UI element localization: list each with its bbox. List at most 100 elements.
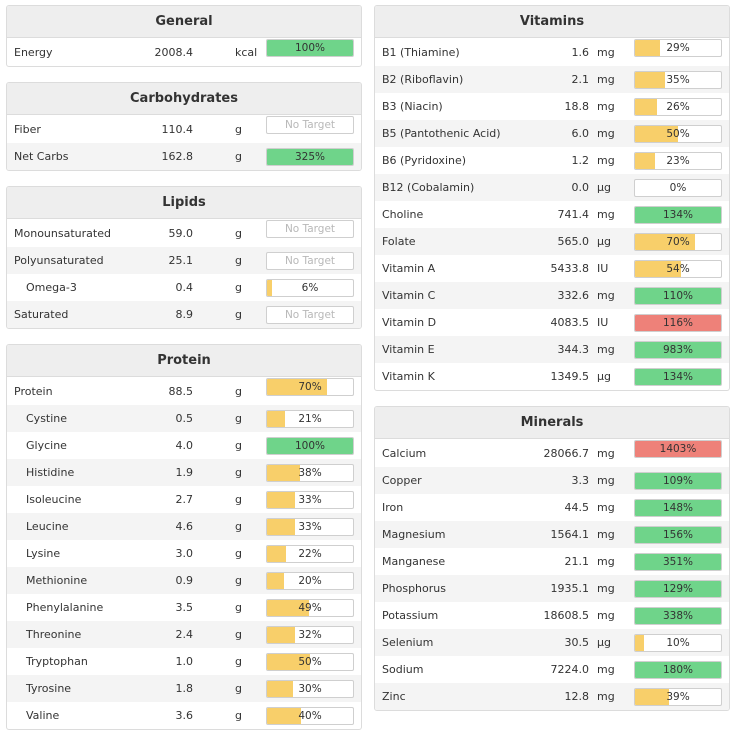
nutrient-unit: mg	[597, 555, 615, 568]
nutrient-row[interactable]: Threonine 2.4 g 32%	[7, 621, 361, 648]
target-percent: 30%	[298, 683, 322, 695]
nutrient-unit: g	[235, 227, 242, 240]
nutrient-row[interactable]: Potassium 18608.5 mg 338%	[375, 602, 729, 629]
target-progress-bar: No Target	[266, 306, 354, 324]
nutrient-row[interactable]: Vitamin D 4083.5 IU 116%	[375, 309, 729, 336]
nutrient-row[interactable]: Omega-3 0.4 g 6%	[7, 274, 361, 301]
progress-fill	[267, 379, 328, 395]
nutrient-row[interactable]: B12 (Cobalamin) 0.0 µg 0%	[375, 174, 729, 201]
nutrient-row[interactable]: Selenium 30.5 µg 10%	[375, 629, 729, 656]
nutrient-row[interactable]: Cystine 0.5 g 21%	[7, 405, 361, 432]
nutrient-name: Folate	[382, 235, 416, 248]
nutrient-row[interactable]: Monounsaturated 59.0 g No Target	[7, 219, 361, 247]
nutrient-row[interactable]: Saturated 8.9 g No Target	[7, 301, 361, 328]
nutrient-row[interactable]: Manganese 21.1 mg 351%	[375, 548, 729, 575]
target-percent: 156%	[662, 529, 694, 541]
nutrient-row[interactable]: Folate 565.0 µg 70%	[375, 228, 729, 255]
target-percent: 1403%	[659, 443, 697, 455]
nutrient-name: B2 (Riboflavin)	[382, 73, 464, 86]
nutrient-amount: 110.4	[161, 123, 194, 136]
nutrient-unit: g	[235, 123, 242, 136]
nutrient-row[interactable]: Fiber 110.4 g No Target	[7, 115, 361, 143]
nutrient-row[interactable]: Vitamin E 344.3 mg 983%	[375, 336, 729, 363]
target-progress-bar: 29%	[634, 39, 722, 57]
nutrient-row[interactable]: Protein 88.5 g 70%	[7, 377, 361, 405]
nutrient-amount: 25.1	[168, 254, 194, 267]
progress-fill	[635, 635, 644, 651]
nutrient-row[interactable]: Calcium 28066.7 mg 1403%	[375, 439, 729, 467]
nutrient-row[interactable]: Vitamin C 332.6 mg 110%	[375, 282, 729, 309]
nutrient-row[interactable]: B1 (Thiamine) 1.6 mg 29%	[375, 38, 729, 66]
nutrient-unit: g	[235, 385, 242, 398]
nutrient-row[interactable]: Tyrosine 1.8 g 30%	[7, 675, 361, 702]
nutrient-unit: g	[235, 150, 242, 163]
nutrient-unit: g	[235, 709, 242, 722]
nutrient-row[interactable]: Methionine 0.9 g 20%	[7, 567, 361, 594]
nutrient-unit: mg	[597, 447, 615, 460]
nutrient-amount: 1.2	[571, 154, 590, 167]
target-progress-bar: 109%	[634, 472, 722, 490]
nutrient-amount: 4.6	[175, 520, 194, 533]
nutrient-name: B1 (Thiamine)	[382, 46, 460, 59]
nutrient-row[interactable]: Valine 3.6 g 40%	[7, 702, 361, 729]
nutrient-name: Tryptophan	[26, 655, 88, 668]
nutrient-unit: µg	[597, 235, 611, 248]
nutrient-name: Iron	[382, 501, 404, 514]
target-percent: 100%	[294, 42, 326, 54]
nutrient-name: Selenium	[382, 636, 434, 649]
nutrient-unit: µg	[597, 636, 611, 649]
nutrient-name: Vitamin K	[382, 370, 435, 383]
vitamins-rows: B1 (Thiamine) 1.6 mg 29% B2 (Riboflavin) 2.1 m…	[375, 38, 729, 390]
nutrient-row[interactable]: Vitamin K 1349.5 µg 134%	[375, 363, 729, 390]
nutrient-row[interactable]: Phenylalanine 3.5 g 49%	[7, 594, 361, 621]
nutrient-row[interactable]: B6 (Pyridoxine) 1.2 mg 23%	[375, 147, 729, 174]
nutrient-row[interactable]: Energy 2008.4 kcal 100%	[7, 38, 361, 66]
nutrient-row[interactable]: Copper 3.3 mg 109%	[375, 467, 729, 494]
nutrient-row[interactable]: Polyunsaturated 25.1 g No Target	[7, 247, 361, 274]
target-progress-bar: 129%	[634, 580, 722, 598]
nutrient-row[interactable]: Vitamin A 5433.8 IU 54%	[375, 255, 729, 282]
progress-fill	[267, 546, 286, 562]
nutrient-row[interactable]: Tryptophan 1.0 g 50%	[7, 648, 361, 675]
nutrient-amount: 741.4	[557, 208, 590, 221]
nutrient-name: B12 (Cobalamin)	[382, 181, 475, 194]
nutrient-row[interactable]: Iron 44.5 mg 148%	[375, 494, 729, 521]
nutrient-name: Monounsaturated	[14, 227, 111, 240]
target-percent: 20%	[298, 575, 322, 587]
nutrient-row[interactable]: Choline 741.4 mg 134%	[375, 201, 729, 228]
nutrient-row[interactable]: Zinc 12.8 mg 39%	[375, 683, 729, 710]
target-progress-bar: 49%	[266, 599, 354, 617]
nutrient-row[interactable]: Leucine 4.6 g 33%	[7, 513, 361, 540]
target-progress-bar: 22%	[266, 545, 354, 563]
target-progress-bar: 50%	[634, 125, 722, 143]
nutrient-unit: g	[235, 308, 242, 321]
lipids-title: Lipids	[7, 187, 361, 219]
progress-fill	[635, 234, 696, 250]
target-percent: 983%	[662, 344, 694, 356]
nutrient-row[interactable]: B5 (Pantothenic Acid) 6.0 mg 50%	[375, 120, 729, 147]
progress-fill	[635, 288, 721, 304]
target-progress-bar: No Target	[266, 220, 354, 238]
nutrient-unit: mg	[597, 663, 615, 676]
nutrient-unit: g	[235, 254, 242, 267]
nutrient-row[interactable]: Phosphorus 1935.1 mg 129%	[375, 575, 729, 602]
nutrient-row[interactable]: Isoleucine 2.7 g 33%	[7, 486, 361, 513]
target-percent: 70%	[298, 381, 322, 393]
nutrient-row[interactable]: Lysine 3.0 g 22%	[7, 540, 361, 567]
target-progress-bar: 1403%	[634, 440, 722, 458]
progress-fill	[267, 600, 310, 616]
nutrient-row[interactable]: Sodium 7224.0 mg 180%	[375, 656, 729, 683]
nutrient-row[interactable]: Glycine 4.0 g 100%	[7, 432, 361, 459]
target-progress-bar: 6%	[266, 279, 354, 297]
nutrient-row[interactable]: Net Carbs 162.8 g 325%	[7, 143, 361, 170]
nutrient-row[interactable]: Histidine 1.9 g 38%	[7, 459, 361, 486]
nutrient-name: Threonine	[26, 628, 82, 641]
nutrient-row[interactable]: B3 (Niacin) 18.8 mg 26%	[375, 93, 729, 120]
progress-fill	[635, 40, 660, 56]
nutrient-unit: g	[235, 520, 242, 533]
nutrient-row[interactable]: B2 (Riboflavin) 2.1 mg 35%	[375, 66, 729, 93]
target-progress-bar: No Target	[266, 116, 354, 134]
nutrient-row[interactable]: Magnesium 1564.1 mg 156%	[375, 521, 729, 548]
nutrient-name: Fiber	[14, 123, 41, 136]
nutrient-name: Isoleucine	[26, 493, 82, 506]
